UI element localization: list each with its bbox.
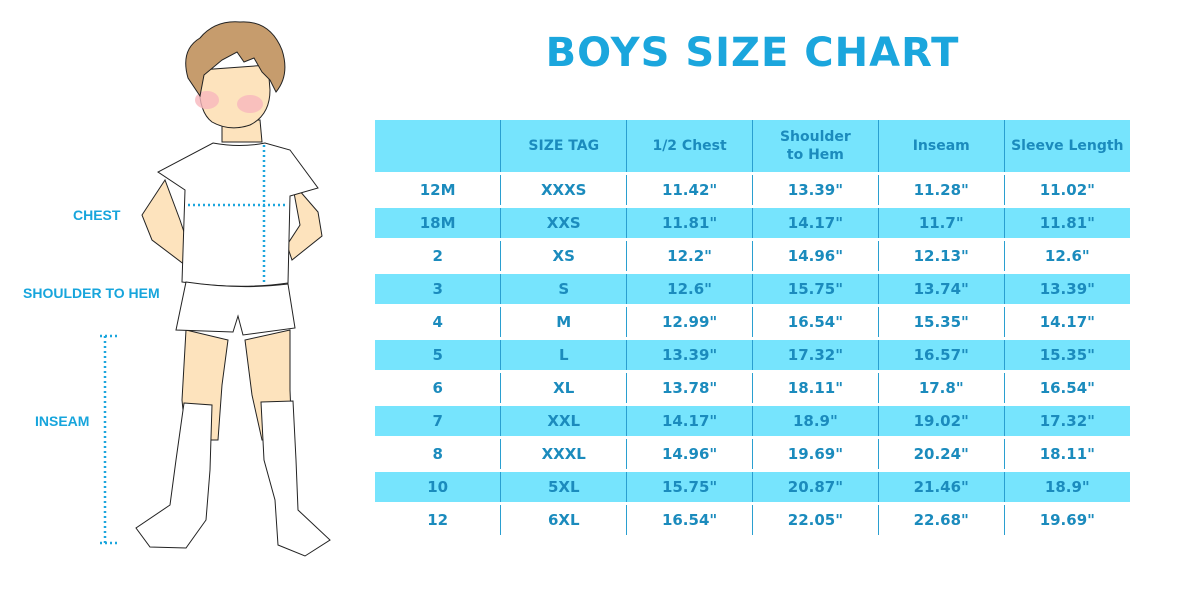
table-row: 2 XS 12.2" 14.96" 12.13" 12.6": [375, 239, 1130, 274]
column-header: Inseam: [877, 120, 1005, 175]
table-cell: 11.28": [877, 173, 1005, 208]
table-cell: 14.17": [751, 206, 879, 241]
table-cell: 16.54": [751, 305, 879, 340]
page-title: BOYS SIZE CHART: [545, 30, 960, 76]
table-cell: 11.02": [1003, 173, 1130, 208]
boy-illustration: [100, 21, 331, 557]
table-cell: XL: [500, 371, 627, 406]
chest-label: CHEST: [73, 207, 121, 223]
table-cell: 14.96": [626, 437, 753, 472]
table-row: 10 5XL 15.75" 20.87" 21.46" 18.9": [375, 470, 1130, 505]
table-cell: 13.78": [626, 371, 753, 406]
column-header: [375, 120, 501, 175]
table-cell: 11.7": [877, 206, 1005, 241]
table-row: 3 S 12.6" 15.75" 13.74" 13.39": [375, 272, 1130, 307]
table-cell: 14.96": [751, 239, 879, 274]
table-cell: 16.57": [877, 338, 1005, 373]
table-cell: 16.54": [1003, 371, 1130, 406]
table-cell: 12.13": [877, 239, 1005, 274]
table-cell: 13.39": [626, 338, 753, 373]
table-cell: 14.17": [626, 404, 753, 439]
table-cell: 20.87": [751, 470, 879, 505]
table-cell: 18.9": [751, 404, 879, 439]
column-header: 1/2 Chest: [626, 120, 753, 175]
table-row: 12M XXXS 11.42" 13.39" 11.28" 11.02": [375, 173, 1130, 208]
table-row: 6 XL 13.78" 18.11" 17.8" 16.54": [375, 371, 1130, 406]
table-cell: XXXS: [500, 173, 627, 208]
table-cell: 15.75": [626, 470, 753, 505]
table-cell: 4: [375, 305, 501, 340]
table-cell: 2: [375, 239, 501, 274]
table-cell: 15.35": [877, 305, 1005, 340]
table-cell: 17.32": [1003, 404, 1130, 439]
table-cell: 3: [375, 272, 501, 307]
table-cell: 12.6": [626, 272, 753, 307]
table-cell: 15.35": [1003, 338, 1130, 373]
table-cell: 19.02": [877, 404, 1005, 439]
column-header: Shoulder to Hem: [751, 120, 879, 175]
size-table: SIZE TAG 1/2 Chest Shoulder to Hem Insea…: [375, 120, 1130, 538]
table-cell: 13.74": [877, 272, 1005, 307]
table-cell: 11.81": [626, 206, 753, 241]
table-cell: 10: [375, 470, 501, 505]
table-cell: XXXL: [500, 437, 627, 472]
table-row: 7 XXL 14.17" 18.9" 19.02" 17.32": [375, 404, 1130, 439]
table-cell: 7: [375, 404, 501, 439]
table-cell: L: [500, 338, 627, 373]
table-cell: XXL: [500, 404, 627, 439]
table-cell: 20.24": [877, 437, 1005, 472]
table-cell: 5: [375, 338, 501, 373]
table-cell: 22.05": [751, 503, 879, 538]
table-cell: 11.81": [1003, 206, 1130, 241]
table-cell: M: [500, 305, 627, 340]
table-cell: 12.6": [1003, 239, 1130, 274]
inseam-label: INSEAM: [35, 413, 90, 429]
table-cell: 18M: [375, 206, 501, 241]
table-cell: XS: [500, 239, 627, 274]
table-cell: 6XL: [500, 503, 627, 538]
table-cell: 12.2": [626, 239, 753, 274]
table-header-row: SIZE TAG 1/2 Chest Shoulder to Hem Insea…: [375, 120, 1130, 175]
table-cell: 17.8": [877, 371, 1005, 406]
table-cell: 13.39": [1003, 272, 1130, 307]
table-cell: 6: [375, 371, 501, 406]
table-row: 4 M 12.99" 16.54" 15.35" 14.17": [375, 305, 1130, 340]
table-cell: S: [500, 272, 627, 307]
table-row: 18M XXS 11.81" 14.17" 11.7" 11.81": [375, 206, 1130, 241]
column-header: Sleeve Length: [1003, 120, 1130, 175]
table-cell: 8: [375, 437, 501, 472]
table-cell: 11.42": [626, 173, 753, 208]
table-cell: 17.32": [751, 338, 879, 373]
table-cell: 21.46": [877, 470, 1005, 505]
table-row: 5 L 13.39" 17.32" 16.57" 15.35": [375, 338, 1130, 373]
table-cell: 12.99": [626, 305, 753, 340]
table-cell: 18.9": [1003, 470, 1130, 505]
table-cell: 19.69": [1003, 503, 1130, 538]
column-header: SIZE TAG: [500, 120, 627, 175]
table-cell: 18.11": [1003, 437, 1130, 472]
measurement-lines: [100, 145, 286, 545]
table-row: 12 6XL 16.54" 22.05" 22.68" 19.69": [375, 503, 1130, 538]
table-cell: 16.54": [626, 503, 753, 538]
table-cell: 12M: [375, 173, 501, 208]
table-cell: 19.69": [751, 437, 879, 472]
table-row: 8 XXXL 14.96" 19.69" 20.24" 18.11": [375, 437, 1130, 472]
table-cell: 13.39": [751, 173, 879, 208]
table-cell: XXS: [500, 206, 627, 241]
table-cell: 15.75": [751, 272, 879, 307]
table-cell: 22.68": [877, 503, 1005, 538]
table-cell: 5XL: [500, 470, 627, 505]
shoulder-to-hem-label: SHOULDER TO HEM: [23, 285, 160, 301]
table-cell: 18.11": [751, 371, 879, 406]
table-cell: 12: [375, 503, 501, 538]
table-cell: 14.17": [1003, 305, 1130, 340]
